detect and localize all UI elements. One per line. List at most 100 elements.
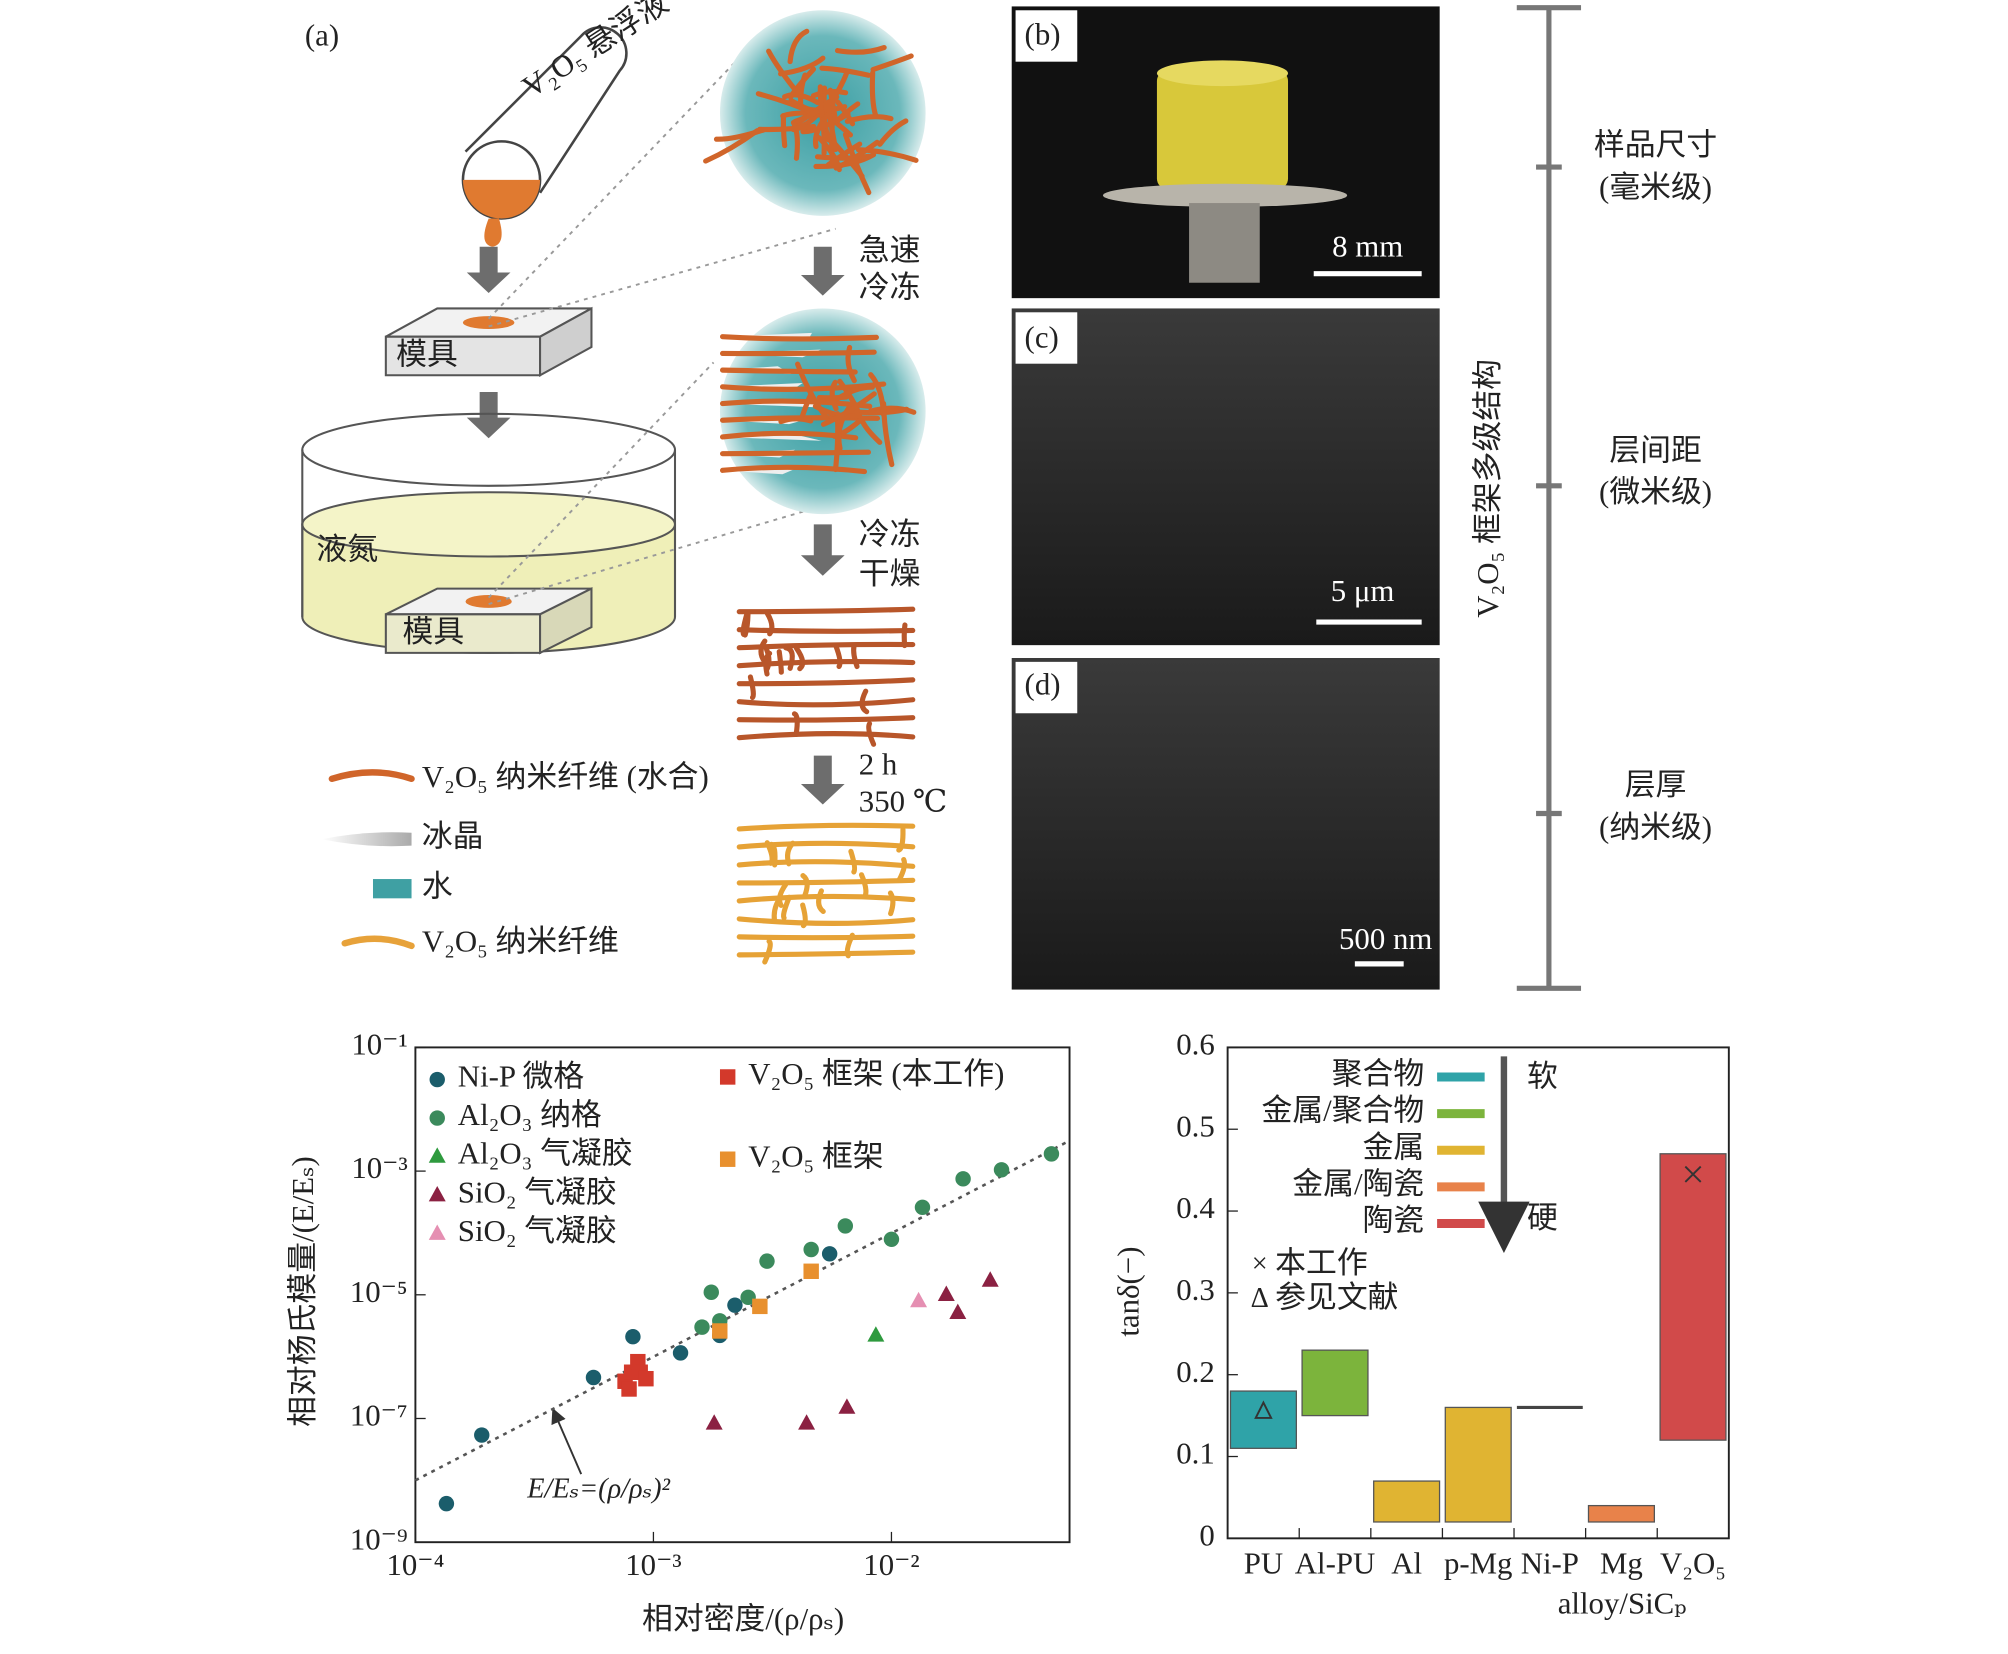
fiber xyxy=(785,840,796,867)
arrow xyxy=(800,246,845,296)
hierarchy-bar xyxy=(1516,5,1582,991)
bar xyxy=(1229,1390,1297,1449)
scale-label: 8 mm xyxy=(1332,229,1403,263)
fiber xyxy=(787,28,810,65)
fiber xyxy=(870,53,914,73)
panel-label: (d) xyxy=(1025,668,1061,702)
y-tick-label: 0.1 xyxy=(1176,1437,1215,1471)
fiber xyxy=(826,106,839,153)
point xyxy=(474,1427,490,1443)
fiber xyxy=(736,877,916,886)
label-box xyxy=(1015,312,1078,364)
x-tick-label: Mg xyxy=(1600,1547,1643,1581)
fiber xyxy=(820,391,877,427)
step-label: 急速 xyxy=(859,233,921,267)
fiber xyxy=(719,334,879,342)
marker xyxy=(1254,1400,1273,1419)
zoom-lines xyxy=(487,57,836,605)
point xyxy=(694,1319,710,1335)
sample-top xyxy=(1156,60,1289,87)
fiber xyxy=(736,627,916,634)
level-label: 样品尺寸 xyxy=(1594,128,1717,162)
photo xyxy=(1011,308,1440,646)
point xyxy=(727,1297,743,1313)
fiber xyxy=(719,349,877,357)
step-label: 350 ℃ xyxy=(859,785,947,819)
label-box xyxy=(1015,10,1078,62)
fiber xyxy=(719,449,872,457)
fiber xyxy=(736,949,916,958)
annotation-arrow xyxy=(551,1407,583,1475)
fiber xyxy=(778,416,814,425)
fiber xyxy=(736,822,916,832)
x-tick-label: Al-PU xyxy=(1295,1547,1376,1581)
legend-marker xyxy=(428,1147,446,1163)
fiber xyxy=(877,118,909,147)
sample xyxy=(462,316,515,330)
fiber xyxy=(771,898,781,924)
y-tick-label: 0.3 xyxy=(1176,1273,1215,1307)
point xyxy=(837,1218,854,1234)
legend-label: 本工作 xyxy=(1275,1246,1368,1280)
fiber xyxy=(845,406,910,416)
arrow xyxy=(800,524,845,576)
level-label: (毫米级) xyxy=(1599,170,1712,204)
fiber xyxy=(896,856,908,883)
fiber xyxy=(764,840,775,866)
legend-symbol: × xyxy=(1252,1248,1268,1279)
point xyxy=(759,1253,775,1269)
fiber xyxy=(703,128,760,164)
step-label: 冷冻 xyxy=(859,271,921,305)
fiber xyxy=(747,674,756,701)
point xyxy=(585,1369,602,1386)
nitrogen-label: 液氮 xyxy=(316,533,378,567)
scale-label: 5 μm xyxy=(1331,574,1395,608)
level-label: 层厚 xyxy=(1625,768,1687,802)
mold-side xyxy=(539,586,593,655)
fiber xyxy=(795,361,829,420)
y-tick-label: 10⁻⁵ xyxy=(350,1275,408,1309)
point xyxy=(740,1289,756,1306)
mold-side xyxy=(539,306,593,378)
fiber xyxy=(764,610,775,637)
fiber xyxy=(816,134,842,173)
legend-marker xyxy=(429,1071,445,1088)
panel-label: (a) xyxy=(305,19,339,53)
fiber xyxy=(848,848,858,875)
point xyxy=(838,1398,856,1414)
fiber xyxy=(817,84,825,118)
y-tick-label: 0.6 xyxy=(1176,1027,1215,1061)
y-tick-label: 0.2 xyxy=(1176,1355,1215,1389)
fiber xyxy=(736,658,916,669)
dish xyxy=(301,412,677,655)
x-tick-label: p-Mg xyxy=(1444,1547,1513,1581)
legend-label: 金属/陶瓷 xyxy=(1292,1167,1424,1201)
fiber xyxy=(887,890,896,917)
hardness-label: 软 xyxy=(1527,1060,1558,1094)
hierarchy-title: V₂O₅ 框架多级结构 xyxy=(1471,359,1505,618)
level-label: (纳米级) xyxy=(1599,810,1712,844)
fiber xyxy=(736,715,916,723)
legend-label: V₂O₅ 纳米纤维 xyxy=(422,925,619,959)
fiber xyxy=(829,379,839,412)
fiber xyxy=(736,606,916,615)
fiber xyxy=(834,44,887,55)
x-tick-label: 10⁻³ xyxy=(625,1548,681,1582)
point xyxy=(803,1263,819,1279)
legend-label: V₂O₅ 框架 (本工作) xyxy=(748,1057,1004,1091)
fiber xyxy=(833,643,843,670)
fiber xyxy=(782,92,821,106)
legend-label: 金属 xyxy=(1363,1130,1425,1164)
y-tick-label: 10⁻⁹ xyxy=(350,1522,408,1556)
legend-label: 金属/聚合物 xyxy=(1262,1094,1425,1128)
suspension-label: V₂O₅ 悬浮液 xyxy=(516,0,674,104)
dish-wall xyxy=(301,449,677,617)
fit-label: E/Eₛ=(ρ/ρₛ)² xyxy=(526,1473,670,1504)
legend-label: V₂O₅ 框架 xyxy=(748,1139,883,1173)
point xyxy=(910,1291,928,1308)
fiber xyxy=(776,649,784,675)
legend-marker xyxy=(428,1185,446,1202)
point xyxy=(981,1271,999,1287)
legend-swatch xyxy=(328,769,415,783)
